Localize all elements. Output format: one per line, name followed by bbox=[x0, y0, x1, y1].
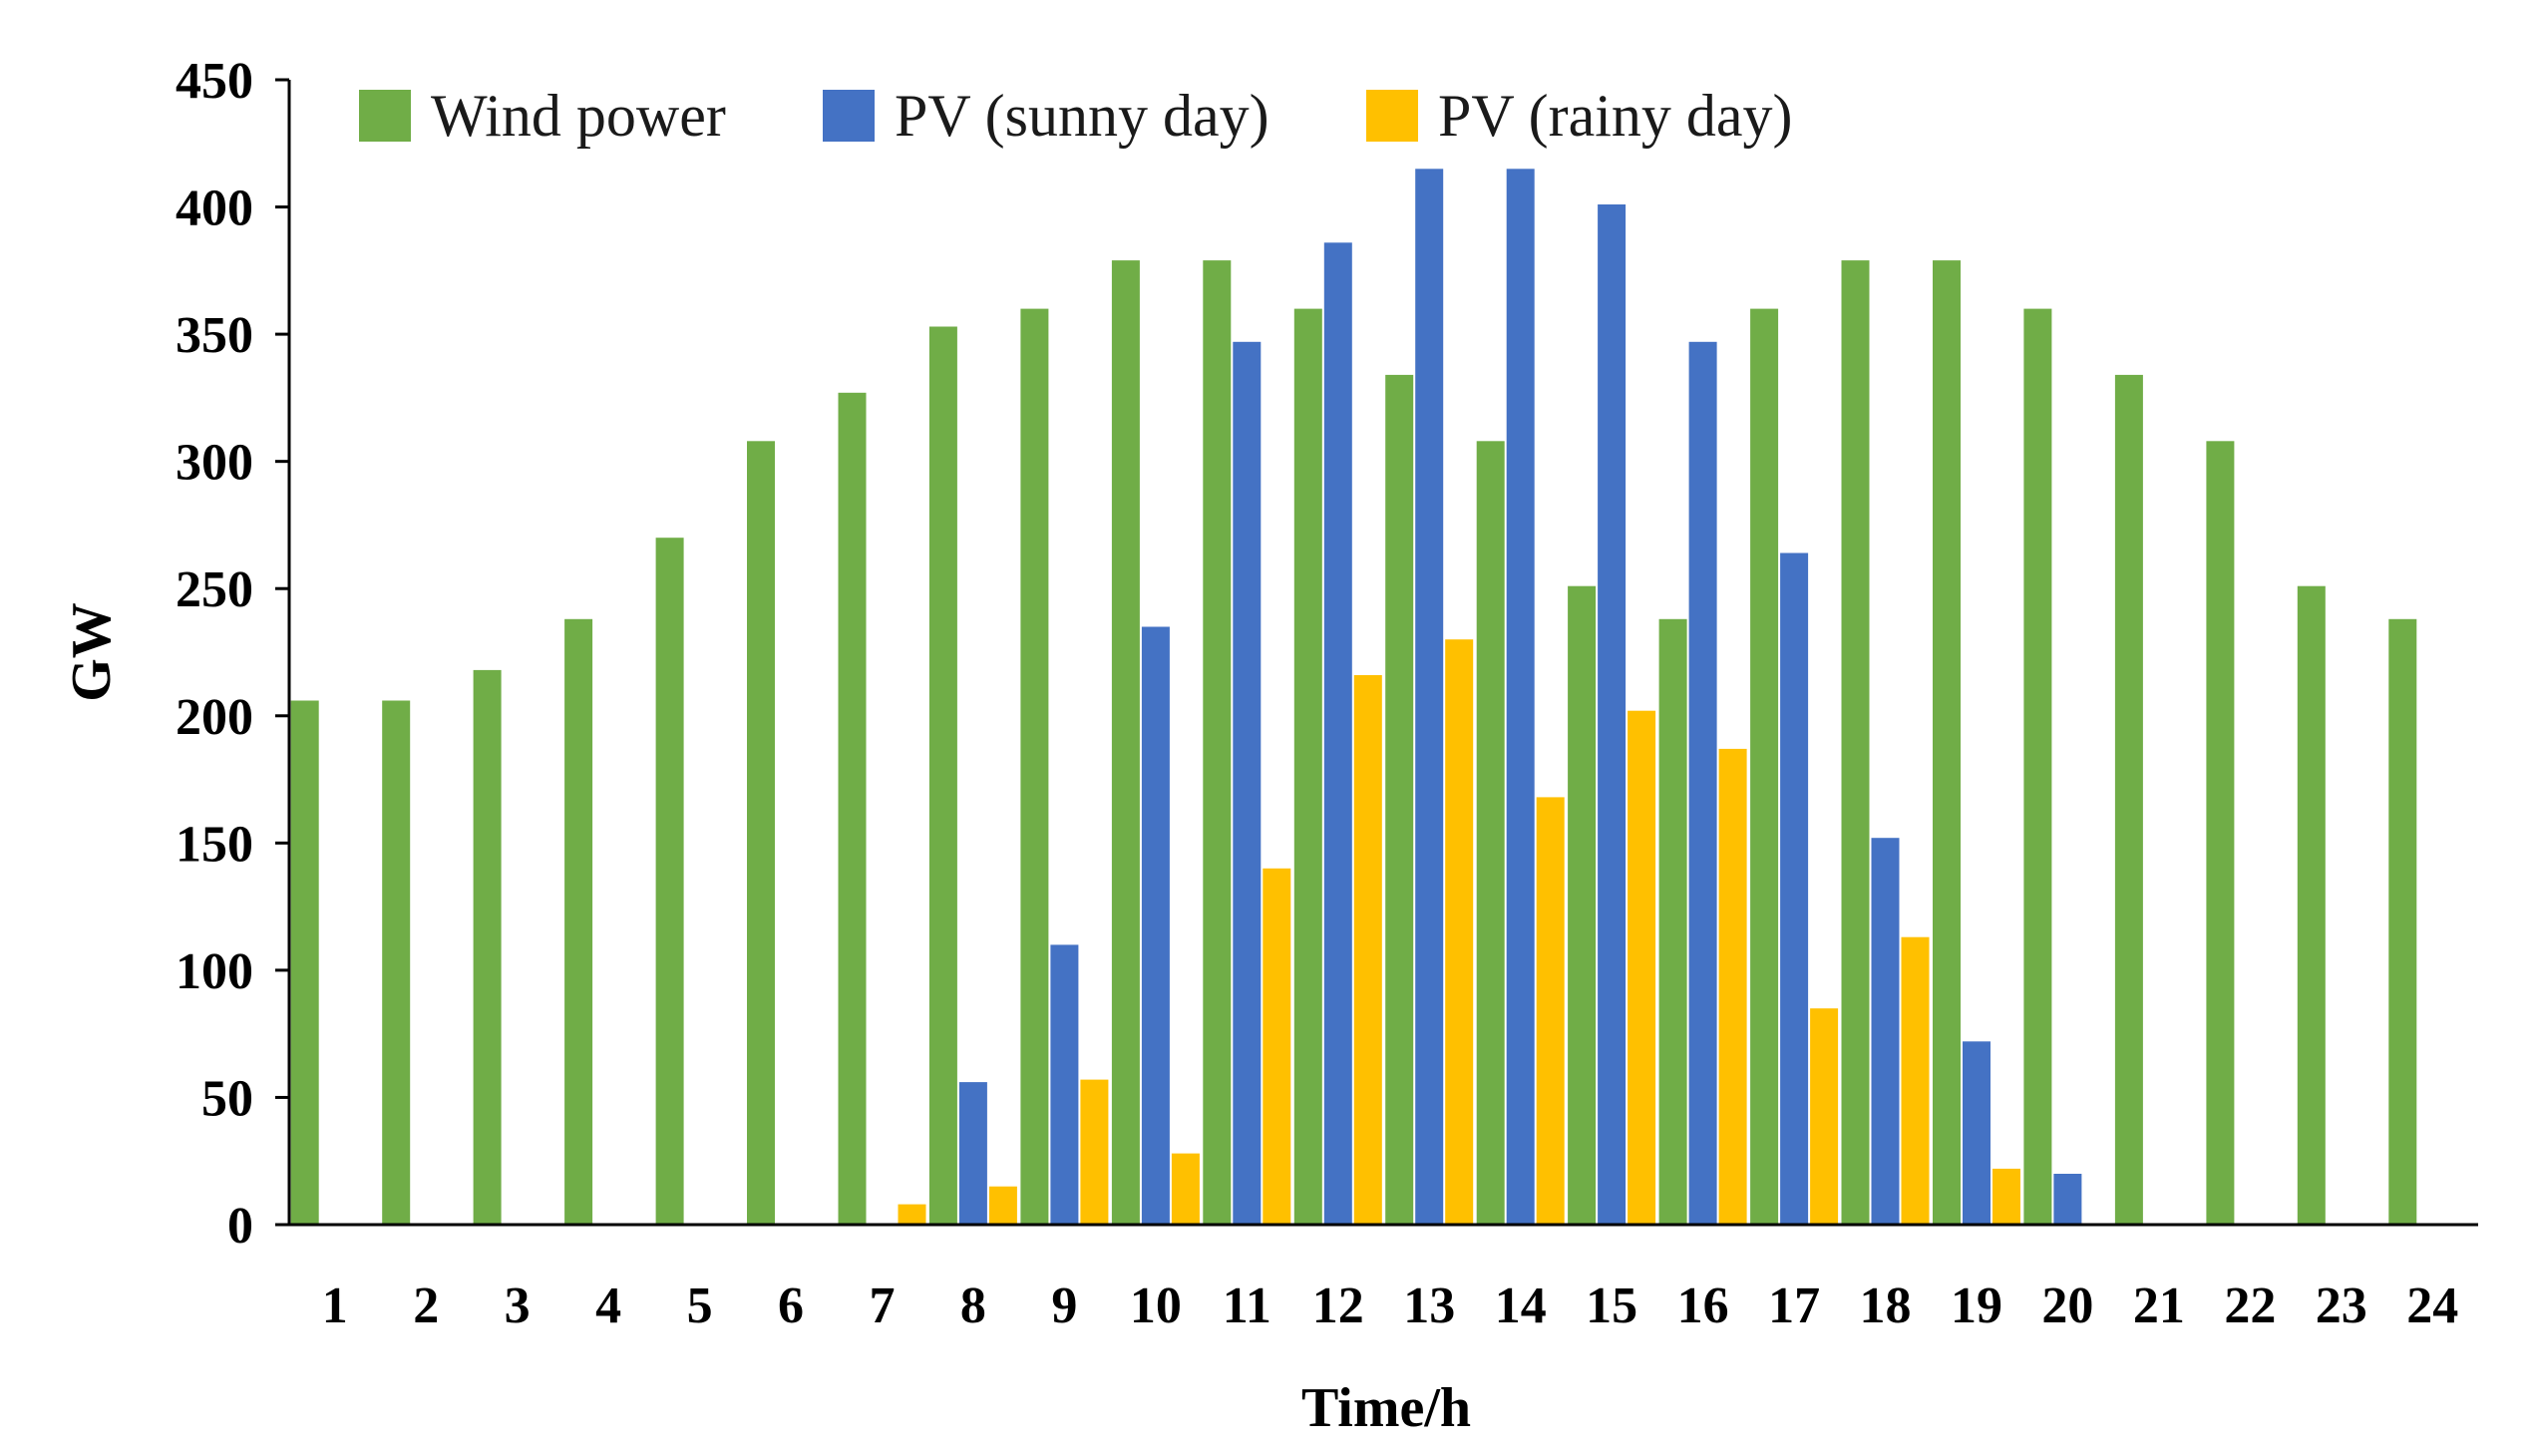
bar-pv-sunny-day-9 bbox=[1050, 944, 1079, 1225]
x-tick-label-15: 15 bbox=[1586, 1277, 1637, 1334]
bar-pv-rainy-day-14 bbox=[1536, 797, 1565, 1225]
y-tick-label-200: 200 bbox=[176, 689, 253, 746]
bar-pv-sunny-day-12 bbox=[1323, 242, 1352, 1226]
x-tick-label-3: 3 bbox=[505, 1277, 531, 1334]
x-tick-label-2: 2 bbox=[413, 1277, 439, 1334]
y-ticks-layer: 0 50 100 150 200 250 300 350 400 450 bbox=[176, 53, 289, 1255]
bar-pv-rainy-day-11 bbox=[1263, 868, 1291, 1225]
bar-wind-power-14 bbox=[1476, 441, 1505, 1225]
legend-label-pv-rainy-day: PV (rainy day) bbox=[1438, 83, 1793, 149]
bar-wind-power-20 bbox=[2023, 308, 2052, 1226]
bar-wind-power-11 bbox=[1203, 260, 1232, 1226]
x-tick-label-9: 9 bbox=[1051, 1277, 1077, 1334]
bar-pv-rainy-day-10 bbox=[1171, 1153, 1200, 1225]
x-tick-label-13: 13 bbox=[1403, 1277, 1455, 1334]
bar-pv-sunny-day-20 bbox=[2053, 1174, 2082, 1225]
bar-wind-power-19 bbox=[1933, 260, 1961, 1226]
x-tick-label-18: 18 bbox=[1860, 1277, 1912, 1334]
bar-wind-power-10 bbox=[1111, 260, 1140, 1226]
bar-pv-rainy-day-15 bbox=[1628, 710, 1656, 1225]
x-tick-label-14: 14 bbox=[1495, 1277, 1547, 1334]
x-tick-label-22: 22 bbox=[2224, 1277, 2276, 1334]
bar-wind-power-22 bbox=[2206, 441, 2235, 1225]
bar-pv-rainy-day-13 bbox=[1445, 639, 1474, 1225]
bar-wind-power-23 bbox=[2297, 585, 2326, 1225]
x-tick-label-21: 21 bbox=[2133, 1277, 2185, 1334]
x-tick-label-8: 8 bbox=[960, 1277, 986, 1334]
bar-pv-sunny-day-10 bbox=[1141, 626, 1170, 1225]
x-tick-label-10: 10 bbox=[1130, 1277, 1182, 1334]
y-tick-label-250: 250 bbox=[176, 561, 253, 618]
y-tick-label-300: 300 bbox=[176, 435, 253, 492]
bar-wind-power-16 bbox=[1658, 618, 1687, 1225]
axes-layer bbox=[287, 80, 2478, 1227]
x-axis-title: Time/h bbox=[1301, 1377, 1471, 1439]
x-tick-label-11: 11 bbox=[1223, 1277, 1271, 1334]
y-axis-title: GW bbox=[61, 602, 123, 702]
bar-wind-power-2 bbox=[382, 700, 411, 1225]
bar-wind-power-5 bbox=[655, 538, 684, 1225]
legend-swatch-pv-sunny-day bbox=[823, 90, 875, 142]
x-tick-label-7: 7 bbox=[870, 1277, 896, 1334]
bar-pv-rainy-day-18 bbox=[1901, 936, 1930, 1225]
bar-wind-power-17 bbox=[1750, 308, 1779, 1226]
bar-wind-power-24 bbox=[2388, 618, 2417, 1225]
bar-pv-rainy-day-7 bbox=[898, 1204, 926, 1225]
y-tick-label-450: 450 bbox=[176, 53, 253, 110]
bar-pv-sunny-day-17 bbox=[1780, 552, 1809, 1225]
bar-pv-sunny-day-14 bbox=[1506, 169, 1535, 1225]
x-tick-label-1: 1 bbox=[322, 1277, 348, 1334]
y-tick-label-100: 100 bbox=[176, 943, 253, 1000]
bar-pv-sunny-day-16 bbox=[1688, 341, 1717, 1225]
x-tick-label-20: 20 bbox=[2041, 1277, 2093, 1334]
x-tick-label-23: 23 bbox=[2316, 1277, 2367, 1334]
bar-pv-rainy-day-19 bbox=[1992, 1168, 2020, 1225]
x-tick-label-19: 19 bbox=[1951, 1277, 2002, 1334]
bar-wind-power-8 bbox=[928, 326, 957, 1225]
legend-swatch-pv-rainy-day bbox=[1366, 90, 1418, 142]
legend-swatch-wind-power bbox=[359, 90, 411, 142]
bar-wind-power-13 bbox=[1385, 374, 1414, 1225]
y-tick-label-350: 350 bbox=[176, 307, 253, 364]
x-tick-label-17: 17 bbox=[1768, 1277, 1820, 1334]
x-ticks-layer: 1 2 3 4 5 6 7 8 9 10 11 12 13 14 15 16 17 18 19 20 21 22 23 24 bbox=[322, 1277, 2459, 1334]
legend-label-pv-sunny-day: PV (sunny day) bbox=[895, 83, 1269, 149]
bar-wind-power-21 bbox=[2114, 374, 2143, 1225]
bar-wind-power-6 bbox=[747, 441, 775, 1225]
x-tick-label-6: 6 bbox=[778, 1277, 804, 1334]
y-tick-label-400: 400 bbox=[176, 181, 253, 237]
x-tick-label-12: 12 bbox=[1312, 1277, 1364, 1334]
x-tick-label-4: 4 bbox=[595, 1277, 621, 1334]
bar-wind-power-1 bbox=[290, 700, 319, 1225]
bar-wind-power-12 bbox=[1293, 308, 1322, 1226]
legend-label-wind-power: Wind power bbox=[431, 83, 726, 149]
x-tick-label-24: 24 bbox=[2406, 1277, 2458, 1334]
bar-pv-rainy-day-8 bbox=[988, 1186, 1017, 1225]
bar-pv-sunny-day-15 bbox=[1598, 204, 1627, 1225]
y-tick-label-150: 150 bbox=[176, 816, 253, 873]
x-tick-label-16: 16 bbox=[1677, 1277, 1729, 1334]
bar-pv-sunny-day-18 bbox=[1871, 838, 1900, 1225]
bar-wind-power-3 bbox=[473, 669, 502, 1225]
bar-pv-sunny-day-13 bbox=[1415, 169, 1444, 1225]
bar-pv-rainy-day-9 bbox=[1080, 1079, 1109, 1225]
bar-pv-rainy-day-17 bbox=[1810, 1008, 1839, 1225]
legend: Wind power PV (sunny day) PV (rainy day) bbox=[359, 83, 1793, 149]
bar-wind-power-15 bbox=[1568, 585, 1597, 1225]
bar-pv-rainy-day-12 bbox=[1353, 675, 1382, 1225]
y-tick-label-50: 50 bbox=[201, 1070, 253, 1127]
bar-wind-power-18 bbox=[1841, 260, 1870, 1226]
bar-wind-power-9 bbox=[1020, 308, 1049, 1226]
bar-pv-sunny-day-8 bbox=[958, 1082, 987, 1225]
x-tick-label-5: 5 bbox=[687, 1277, 713, 1334]
bar-pv-sunny-day-11 bbox=[1233, 341, 1262, 1225]
y-tick-label-0: 0 bbox=[227, 1198, 253, 1255]
bar-pv-rainy-day-16 bbox=[1718, 748, 1747, 1225]
bar-wind-power-4 bbox=[564, 618, 593, 1225]
bar-pv-sunny-day-19 bbox=[1963, 1041, 1991, 1225]
bars-layer bbox=[290, 169, 2417, 1226]
bar-wind-power-7 bbox=[838, 392, 867, 1225]
